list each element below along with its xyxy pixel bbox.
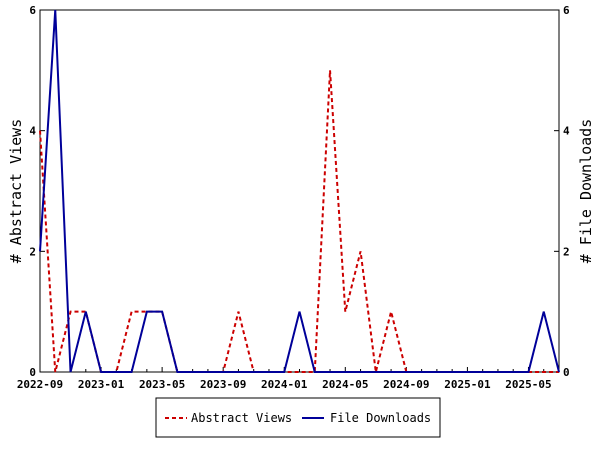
right-y-axis: 0 2 4 6 [554,4,570,379]
legend: Abstract Views File Downloads [155,397,441,438]
x-tick-label-2025-05: 2025-05 [505,378,551,391]
x-axis: 2022-09 2023-01 2023-05 2023-09 2024-01 2024-… [17,367,560,391]
x-tick-label-2024-01: 2024-01 [261,378,308,391]
series-line-abstract-views [39,70,559,373]
legend-label-file-downloads: File Downloads [330,411,431,425]
legend-frame [155,397,441,438]
y-tick-label-right-4: 4 [563,125,570,138]
y-tick-label-right-0: 0 [563,366,570,379]
y-tick-label-left-4: 4 [29,125,36,138]
series-layer [39,9,560,373]
y-tick-label-left-6: 6 [29,4,36,17]
y-tick-label-right-2: 2 [563,245,570,258]
y-axis-title-left: # Abstract Views [7,119,25,264]
y-tick-label-right-6: 6 [563,4,570,17]
x-tick-label-2022-09: 2022-09 [17,378,63,391]
y-axis-title-right: # File Downloads [577,119,595,264]
x-tick-label-2023-01: 2023-01 [78,378,125,391]
y-tick-label-left-2: 2 [29,245,36,258]
x-tick-label-2023-05: 2023-05 [139,378,185,391]
plot-area [39,9,560,373]
series-line-file-downloads [39,9,560,373]
plot-frame [39,9,560,373]
y-tick-label-left-0: 0 [29,366,36,379]
x-tick-label-2023-09: 2023-09 [200,378,246,391]
x-tick-label-2025-01: 2025-01 [444,378,491,391]
x-tick-label-2024-09: 2024-09 [383,378,429,391]
legend-label-abstract-views: Abstract Views [191,411,292,425]
x-tick-label-2024-05: 2024-05 [322,378,368,391]
left-y-axis: 0 2 4 6 [29,4,45,379]
